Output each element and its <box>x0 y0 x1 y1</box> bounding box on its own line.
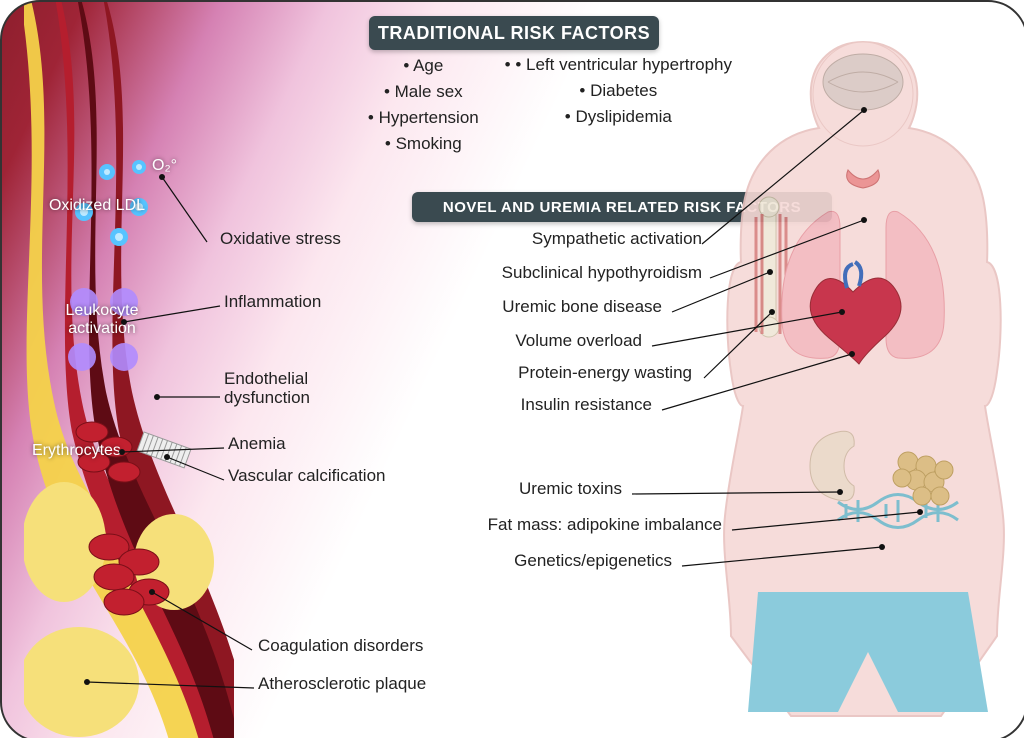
callout-anemia: Anemia <box>228 434 286 454</box>
header-traditional: TRADITIONAL RISK FACTORS <box>369 16 659 50</box>
trad-item: Smoking <box>385 134 462 154</box>
factor-pe-wasting: Protein-energy wasting <box>432 363 692 383</box>
vessel-label-o2: O₂° <box>152 157 177 175</box>
trad-item: Hypertension <box>368 108 479 128</box>
callout-coagulation-disorders: Coagulation disorders <box>258 636 423 656</box>
factor-sympathetic: Sympathetic activation <box>442 229 702 249</box>
factor-adipokine: Fat mass: adipokine imbalance <box>422 515 722 535</box>
factor-volume-overload: Volume overload <box>382 331 642 351</box>
callout-atherosclerotic-plaque: Atherosclerotic plaque <box>258 674 426 694</box>
traditional-col-left: Age Male sex Hypertension Smoking <box>342 56 505 186</box>
vessel-label-leukocyte: Leukocyte activation <box>42 302 162 338</box>
artery-illustration <box>24 2 234 738</box>
trad-item: Age <box>403 56 443 76</box>
infographic-canvas: O₂° Oxidized LDL Leukocyte activation Er… <box>0 0 1024 738</box>
vessel-label-oxidized-ldl: Oxidized LDL <box>42 197 152 215</box>
callout-endothelial-dysfunction: Endothelial dysfunction <box>224 370 344 407</box>
traditional-factors: Age Male sex Hypertension Smoking • Left… <box>342 56 732 186</box>
trad-item: Male sex <box>384 82 463 102</box>
factor-uremic-toxins: Uremic toxins <box>362 479 622 499</box>
factor-hypothyroid: Subclinical hypothyroidism <box>442 263 702 283</box>
body-figure <box>718 32 1008 722</box>
factor-insulin: Insulin resistance <box>392 395 652 415</box>
callout-oxidative-stress: Oxidative stress <box>220 229 341 249</box>
factor-uremic-bone: Uremic bone disease <box>402 297 662 317</box>
traditional-col-right: • Left ventricular hypertrophy Diabetes … <box>505 56 732 186</box>
trad-item: Dyslipidemia <box>565 107 672 127</box>
trad-item: • Left ventricular hypertrophy <box>505 56 732 75</box>
trad-item-text: Left ventricular hypertrophy <box>526 55 732 74</box>
callout-inflammation: Inflammation <box>224 292 321 312</box>
trad-item: Diabetes <box>579 81 657 101</box>
factor-genetics: Genetics/epigenetics <box>412 551 672 571</box>
vessel-label-erythrocytes: Erythrocytes <box>32 442 121 460</box>
